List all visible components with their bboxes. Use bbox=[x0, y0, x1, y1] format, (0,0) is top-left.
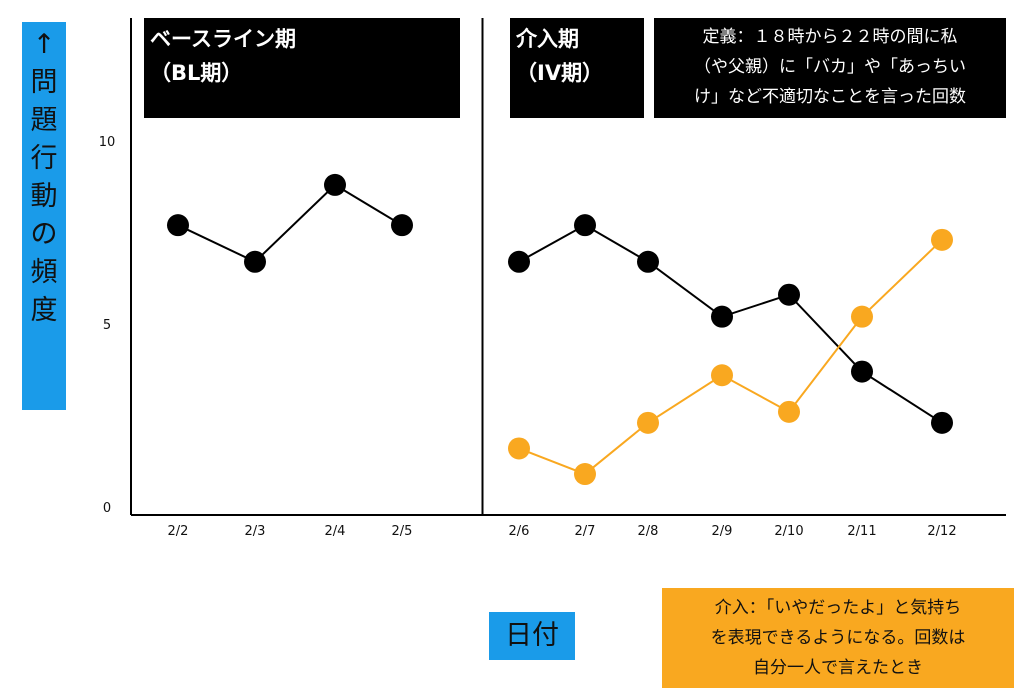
intervention-phase-subtitle: （IV期） bbox=[516, 61, 604, 85]
baseline-phase-subtitle: （BL期） bbox=[150, 61, 243, 85]
x-tick-label: 2/11 bbox=[847, 524, 876, 539]
x-tick-label: 2/5 bbox=[392, 524, 413, 539]
data-point bbox=[711, 364, 733, 387]
y-tick-label: 0 bbox=[103, 501, 111, 516]
series-line bbox=[518, 224, 943, 424]
data-point bbox=[574, 463, 596, 486]
definition-note: 定義：１８時から２２時の間に私 （や父親）に「バカ」や「あっちい け」など不適切… bbox=[654, 18, 1006, 118]
y-axis-label: ↑ 問 題 行 動 の 頻 度 bbox=[22, 22, 66, 410]
intervention-phase-title: 介入期 bbox=[516, 27, 579, 51]
data-point bbox=[391, 214, 413, 237]
data-point bbox=[711, 305, 733, 328]
x-tick-label: 2/12 bbox=[927, 524, 956, 539]
x-tick-label: 2/6 bbox=[509, 524, 530, 539]
y-axis-label-char: 度 bbox=[30, 295, 58, 326]
x-axis-label: 日付 bbox=[489, 612, 575, 660]
data-point bbox=[637, 411, 659, 434]
x-tick-label: 2/10 bbox=[774, 524, 803, 539]
data-point bbox=[778, 400, 800, 423]
series-line bbox=[518, 239, 943, 476]
data-point bbox=[167, 214, 189, 237]
data-point bbox=[931, 411, 953, 434]
data-point bbox=[778, 283, 800, 306]
data-point bbox=[574, 214, 596, 237]
data-point bbox=[324, 173, 346, 196]
x-tick-label: 2/3 bbox=[245, 524, 266, 539]
intervention-note: 介入：「いやだったよ」と気持ち を表現できるようになる。回数は 自分一人で言えた… bbox=[662, 588, 1014, 688]
series-line bbox=[177, 183, 403, 263]
data-point bbox=[851, 305, 873, 328]
x-tick-label: 2/2 bbox=[168, 524, 189, 539]
y-axis-label-char: 題 bbox=[30, 105, 58, 136]
y-axis-label-char: 頻 bbox=[30, 257, 58, 288]
y-axis-label-char: の bbox=[30, 219, 58, 250]
y-tick-label: 10 bbox=[99, 135, 116, 150]
x-tick-label: 2/4 bbox=[325, 524, 346, 539]
y-axis-label-char: ↑ bbox=[32, 29, 56, 60]
baseline-phase-title: ベースライン期 bbox=[150, 27, 296, 51]
y-tick-label: 5 bbox=[103, 318, 111, 333]
intervention-phase-label: 介入期 （IV期） bbox=[510, 18, 644, 118]
y-axis-label-char: 問 bbox=[30, 67, 58, 98]
x-tick-label: 2/7 bbox=[575, 524, 596, 539]
baseline-phase-label: ベースライン期 （BL期） bbox=[144, 18, 460, 118]
data-point bbox=[508, 250, 530, 273]
y-axis-label-char: 動 bbox=[30, 181, 58, 212]
x-tick-label: 2/8 bbox=[638, 524, 659, 539]
data-point bbox=[931, 228, 953, 251]
data-point bbox=[508, 437, 530, 460]
data-point bbox=[244, 250, 266, 273]
data-point bbox=[851, 360, 873, 383]
data-point bbox=[637, 250, 659, 273]
y-axis-label-char: 行 bbox=[30, 143, 58, 174]
x-tick-label: 2/9 bbox=[712, 524, 733, 539]
